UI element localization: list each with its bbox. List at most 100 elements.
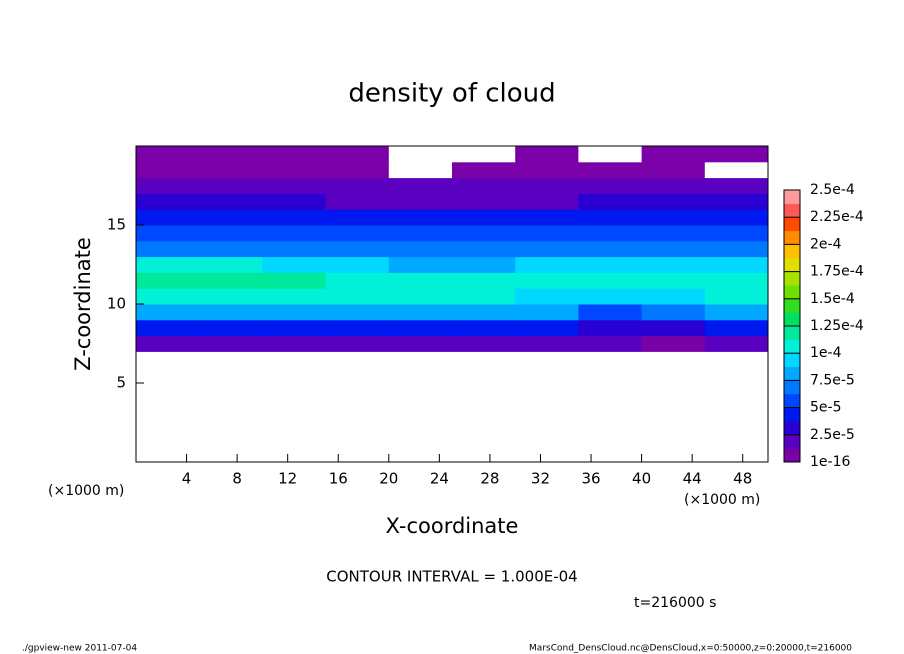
heat-cell [136,367,200,384]
heat-cell [262,225,327,242]
heat-cell [515,177,579,194]
heat-cell [388,319,453,337]
heat-cell [136,430,200,447]
heat-cell [578,430,643,447]
heat-cell [136,177,200,194]
heat-cell [452,288,516,305]
heat-cell [641,161,706,179]
heat-cell [136,256,200,273]
heat-cell [704,256,769,273]
heat-cell [388,193,453,210]
heat-cell [452,367,516,384]
heat-cell [515,146,579,163]
y-tick-label: 5 [116,374,126,392]
heat-cell [641,383,706,400]
heat-cell [388,209,453,226]
heat-cell [452,446,516,463]
heat-cell [452,398,516,416]
heat-cell [704,304,769,321]
colorbar-swatch [784,203,800,218]
colorbar-swatch [784,285,800,300]
heat-cell [136,319,200,337]
heat-cell [262,414,327,431]
x-tick-label: 28 [480,470,499,488]
heat-cell [704,446,769,463]
heat-cell [641,367,706,384]
heat-cell [388,367,453,384]
heat-cell [641,193,706,210]
heat-cell [136,146,200,163]
heat-cell [578,367,643,384]
heat-cell [704,288,769,305]
heat-cell [704,177,769,194]
x-axis-title: X-coordinate [386,514,519,538]
colorbar-swatch [784,434,800,449]
heat-cell [578,161,643,179]
heat-cell [641,209,706,226]
heat-cell [641,335,706,352]
heat-cell [388,351,453,368]
heat-cell [325,430,390,447]
colorbar-label: 2.5e-5 [810,427,855,443]
colorbar-swatch [784,326,800,340]
heat-cell [578,335,643,352]
heat-cell [641,304,706,321]
heat-cell [452,225,516,242]
heat-cell [578,319,643,337]
colorbar-swatch [784,190,800,204]
x-tick-label: 36 [581,470,600,488]
heat-cell [388,398,453,416]
heat-cell [578,193,643,210]
colorbar-swatch [784,312,800,327]
x-tick-label: 40 [632,470,651,488]
chart-title: density of cloud [348,79,555,109]
heat-cell [325,414,390,431]
heat-cell [515,446,579,463]
footer-left: ./gpview-new 2011-07-04 [22,644,137,654]
heat-cell [199,161,263,179]
heat-cell [262,367,327,384]
heat-cell [136,288,200,305]
heat-cell [325,209,390,226]
y-unit: (×1000 m) [48,483,124,499]
heat-cell [388,146,453,163]
heat-cell [704,193,769,210]
x-tick-label: 12 [278,470,297,488]
y-tick-label: 10 [107,295,126,313]
heat-cell [704,240,769,258]
heat-cell [578,288,643,305]
heat-cell [641,240,706,258]
heat-cell [452,351,516,368]
x-tick-label: 8 [232,470,242,488]
heat-cell [325,240,390,258]
x-tick-label: 20 [379,470,398,488]
heat-cell [641,272,706,289]
heat-cell [515,240,579,258]
heat-cell [704,161,769,179]
heat-cell [388,225,453,242]
colorbar-label: 1e-4 [810,345,842,361]
colorbar-swatch [784,407,800,422]
heat-cell [704,272,769,289]
heat-cell [136,240,200,258]
heat-cell [325,367,390,384]
x-tick-label: 4 [182,470,192,488]
heat-cell [199,367,263,384]
y-tick-label: 15 [107,216,126,234]
heat-cell [578,256,643,273]
footer-right: MarsCond_DensCloud.nc@DensCloud,x=0:5000… [529,644,852,654]
heat-cell [515,304,579,321]
heat-cell [578,225,643,242]
heat-cell [199,351,263,368]
heat-cell [199,177,263,194]
colorbar-label: 1e-16 [810,454,850,470]
heat-cell [262,256,327,273]
heat-cell [704,351,769,368]
heat-cell [578,351,643,368]
heat-cell [452,256,516,273]
heat-cell [578,383,643,400]
heat-cell [136,398,200,416]
x-tick-label: 24 [430,470,449,488]
heat-cell [452,304,516,321]
